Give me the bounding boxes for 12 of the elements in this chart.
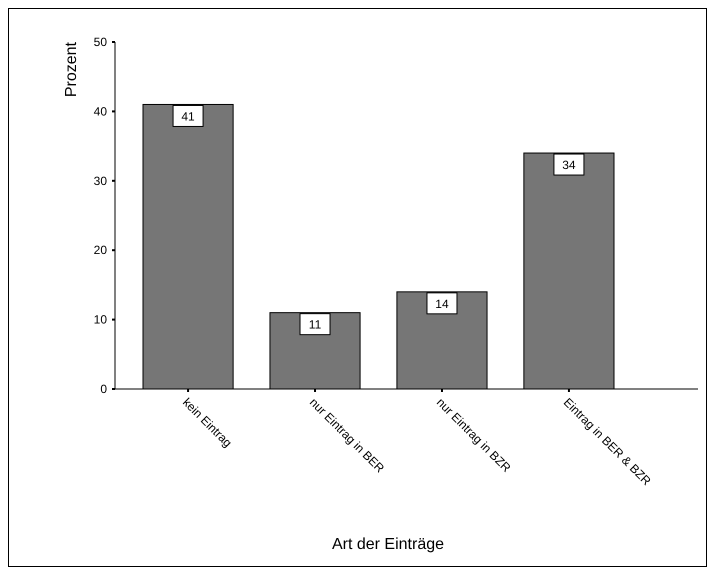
y-axis-title: Prozent <box>63 41 80 98</box>
x-axis-title: Art der Einträge <box>332 536 444 553</box>
data-label: 14 <box>435 296 449 311</box>
y-tick-label: 30 <box>94 174 108 188</box>
y-tick-label: 20 <box>94 243 108 258</box>
data-label: 41 <box>181 109 196 124</box>
y-tick-label: 10 <box>94 312 108 327</box>
y-tick-label: 50 <box>94 35 108 49</box>
y-tick-label: 0 <box>100 382 108 396</box>
data-label: 34 <box>562 158 576 172</box>
y-tick-label: 40 <box>94 104 108 118</box>
data-label: 11 <box>308 318 322 332</box>
